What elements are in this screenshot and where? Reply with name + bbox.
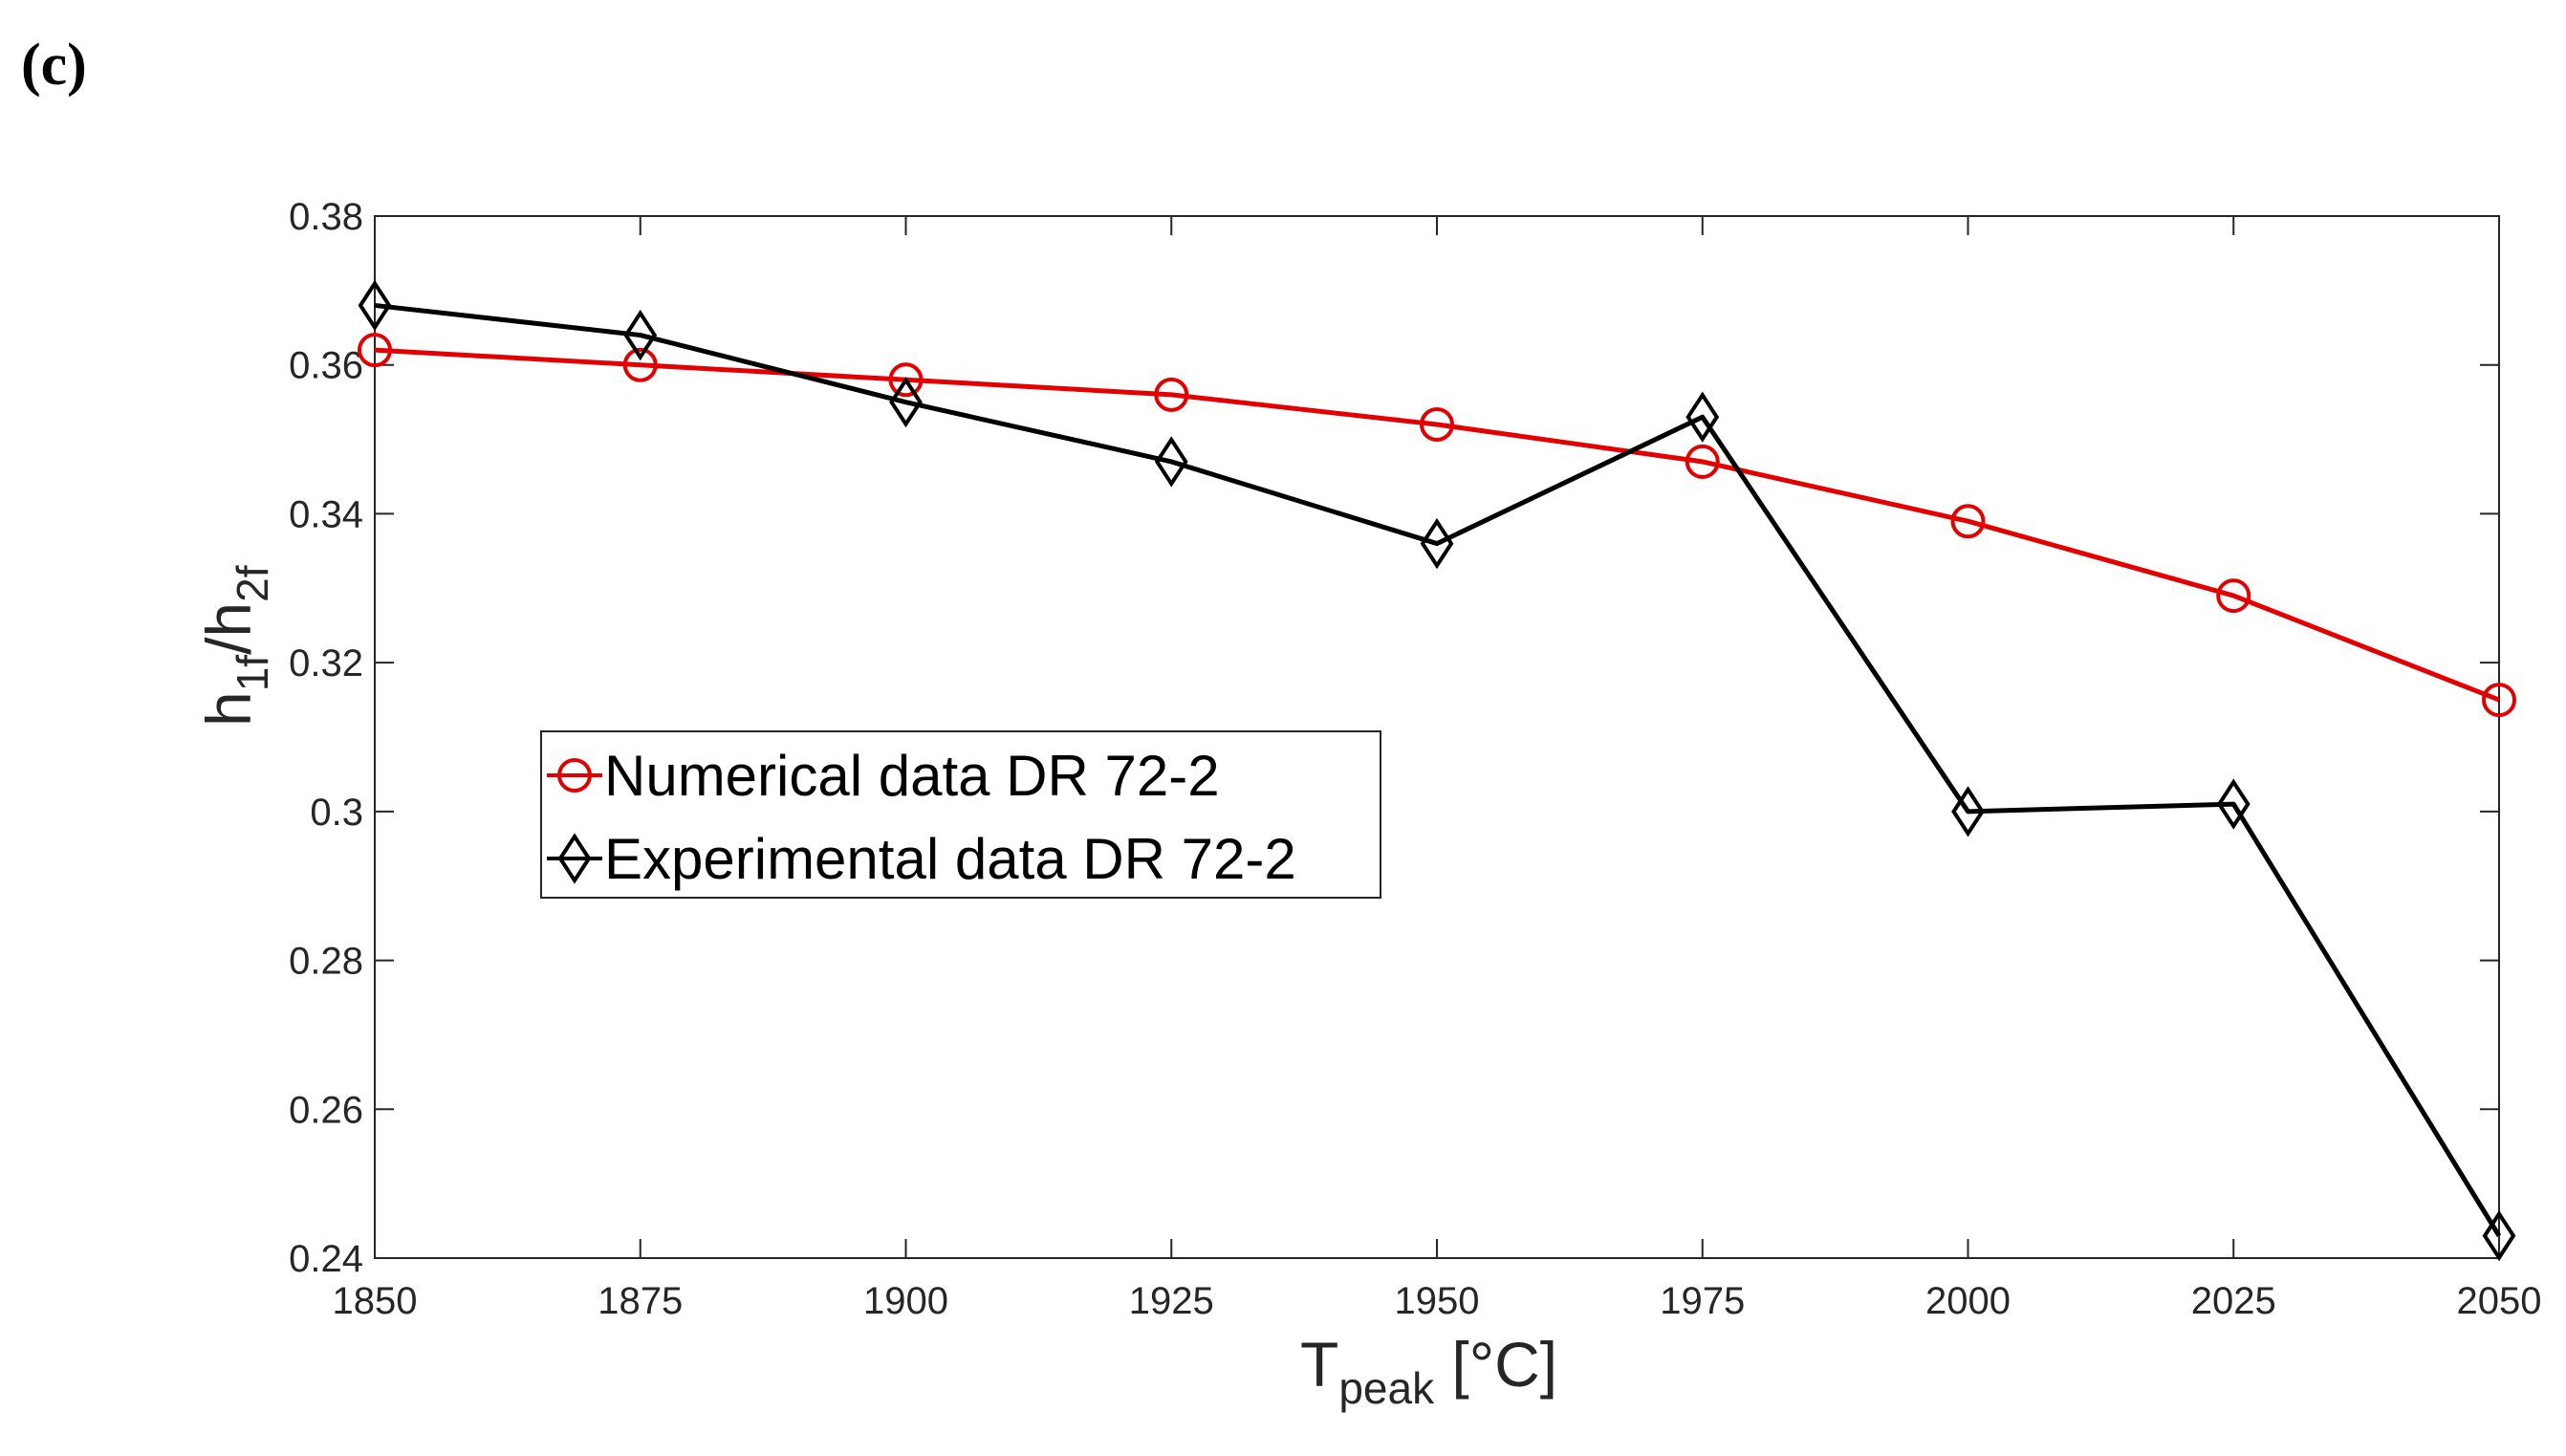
x-tick-label: 1850	[333, 1280, 418, 1322]
x-axis-title-subscript: peak	[1338, 1363, 1435, 1413]
legend-marker-diamond	[557, 833, 592, 884]
legend: Numerical data DR 72-2 Experimental data…	[540, 730, 1381, 899]
data-point-diamond	[358, 279, 392, 332]
x-axis: 1850 1875 1900 1925 1950 1975 2000 2025 2050	[333, 216, 2542, 1322]
x-axis-title-main: T	[1300, 1329, 1338, 1400]
series-numerical	[358, 333, 2516, 718]
x-tick-label: 1950	[1395, 1280, 1480, 1322]
legend-label-experimental: Experimental data DR 72-2	[604, 827, 1296, 891]
y-tick-label: 0.36	[289, 345, 363, 387]
series-line-experimental	[374, 302, 2502, 1237]
data-point-diamond	[2216, 778, 2251, 830]
data-point-diamond	[623, 309, 658, 361]
legend-box	[540, 730, 1381, 899]
data-point-circle	[1154, 377, 1189, 412]
series-line-numerical	[374, 347, 2500, 703]
data-point-diamond	[2482, 1209, 2516, 1262]
series-experimental	[358, 279, 2516, 1262]
x-tick-label: 2000	[1925, 1280, 2011, 1322]
data-point-diamond	[889, 376, 923, 428]
y-axis: 0.24 0.26 0.28 0.3 0.32 0.34 0.36 0.38	[289, 196, 2499, 1280]
x-tick-label: 1925	[1129, 1280, 1214, 1322]
legend-marker-circle	[557, 758, 592, 793]
y-tick-label: 0.3	[310, 792, 363, 834]
y-axis-title-sub1: 1f	[228, 655, 277, 692]
data-point-diamond	[1685, 391, 1720, 443]
y-tick-label: 0.32	[289, 642, 363, 685]
y-tick-label: 0.26	[289, 1089, 363, 1131]
data-point-circle	[888, 362, 924, 398]
y-axis-title: h1f/h2f	[193, 565, 277, 727]
data-point-circle	[358, 333, 392, 368]
x-tick-label: 1900	[863, 1280, 948, 1322]
data-point-circle	[1420, 407, 1454, 442]
data-point-circle	[2216, 578, 2251, 614]
y-axis-title-h1: h	[193, 691, 264, 727]
data-point-diamond	[1951, 786, 1985, 837]
panel-label: (c)	[21, 33, 87, 98]
data-point-circle	[622, 347, 658, 382]
x-axis-title-unit: [°C]	[1434, 1329, 1557, 1400]
legend-entry-experimental: Experimental data DR 72-2	[547, 827, 1296, 891]
x-tick-label: 2025	[2191, 1280, 2276, 1322]
x-axis-title: Tpeak [°C]	[1300, 1329, 1557, 1413]
legend-label-numerical: Numerical data DR 72-2	[604, 744, 1220, 808]
data-point-circle	[1950, 504, 1986, 539]
x-tick-label: 2050	[2457, 1280, 2542, 1322]
data-point-diamond	[1154, 436, 1188, 488]
x-tick-label: 1975	[1660, 1280, 1745, 1322]
y-tick-label: 0.24	[289, 1238, 363, 1280]
y-tick-label: 0.34	[289, 493, 363, 535]
y-axis-title-slash: /h	[193, 602, 264, 655]
series-layer	[358, 279, 2516, 1262]
y-axis-title-sub2: 2f	[228, 565, 277, 602]
data-point-circle	[2482, 683, 2516, 718]
y-tick-label: 0.28	[289, 941, 363, 983]
y-tick-label: 0.38	[289, 196, 363, 238]
data-point-circle	[1685, 444, 1720, 479]
data-point-diamond	[1420, 517, 1454, 570]
x-tick-label: 1875	[598, 1280, 683, 1322]
legend-entry-numerical: Numerical data DR 72-2	[547, 744, 1220, 808]
